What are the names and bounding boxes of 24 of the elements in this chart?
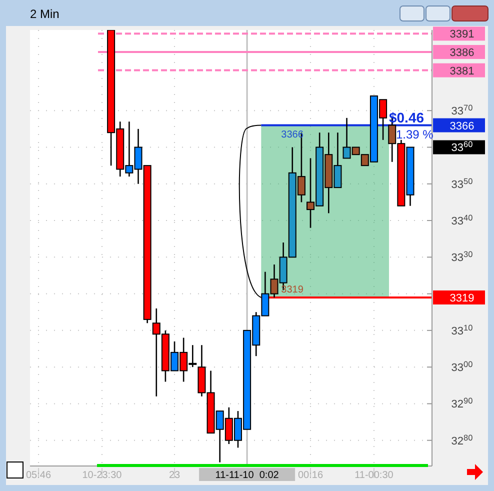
y-tick-label: 33$^{00}$ — [451, 360, 474, 374]
y-tick-label: 33$^{70}$ — [451, 103, 474, 118]
ref-line-label: 3381 — [450, 65, 474, 78]
x-tick-label: 23 — [168, 470, 181, 481]
y-tick-label: 33$^{40}$ — [451, 213, 474, 228]
y-tick-label: 32$^{80}$ — [451, 432, 474, 448]
x-tick-label: 00:16 — [298, 470, 324, 481]
annotation: 3319 — [281, 284, 304, 296]
x-tick-label: 11-11-10 0:02 — [215, 470, 280, 481]
y-tick-label: 33$^{10}$ — [451, 322, 474, 338]
x-tick-label: 10-23:30 — [82, 470, 122, 481]
y-tick-label: 33$^{50}$ — [451, 176, 474, 191]
chart-title: 2 Min — [30, 7, 60, 21]
x-tick-label: 11-00:30 — [354, 470, 394, 481]
y-tick-label: 33$^{60}$ — [451, 140, 474, 154]
ref-line-label: 3386 — [450, 46, 474, 59]
ref-line-label: 3366 — [450, 120, 474, 132]
annotation: 1.39 % — [396, 127, 434, 142]
ref-line-label: 3391 — [450, 28, 474, 41]
annotation: $0.46 — [388, 109, 424, 126]
y-tick-label: 32$^{90}$ — [451, 396, 474, 411]
x-tick-label: 05:46 — [26, 470, 52, 481]
ref-line-label: 3319 — [450, 292, 474, 304]
y-tick-label: 33$^{30}$ — [451, 250, 474, 264]
